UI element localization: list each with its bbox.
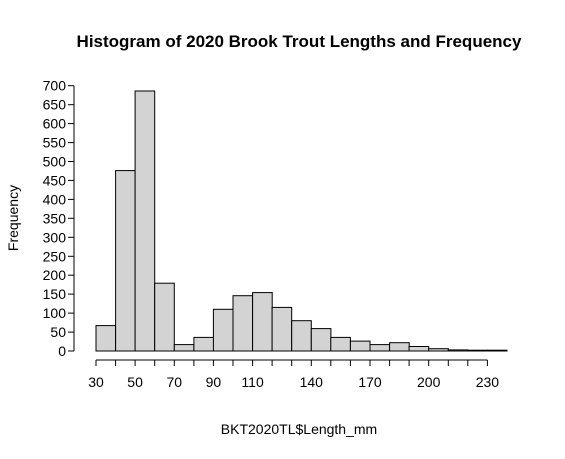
histogram-bar	[252, 292, 273, 352]
x-tick-label: 110	[241, 374, 264, 390]
histogram-bar	[369, 344, 391, 352]
y-tick-label: 250	[43, 248, 67, 264]
x-axis: 30 50 70 90 110 140 170 200 230	[88, 359, 500, 390]
histogram-bar	[467, 349, 488, 352]
x-tick-label: 50	[127, 374, 143, 390]
x-tick-label: 70	[167, 374, 183, 390]
histogram-bar	[173, 344, 195, 352]
chart-title: Histogram of 2020 Brook Trout Lengths an…	[77, 32, 522, 51]
histogram-bar	[310, 328, 332, 352]
histogram-bar	[291, 320, 312, 352]
x-tick-label: 170	[358, 374, 382, 390]
bars-group	[95, 90, 508, 352]
histogram-bar	[95, 325, 117, 352]
x-tick-label: 30	[88, 374, 104, 390]
histogram-bar	[212, 308, 234, 352]
histogram-bar	[389, 342, 410, 352]
y-tick-label: 200	[43, 267, 67, 283]
x-tick-label: 90	[206, 374, 222, 390]
histogram-bar	[428, 348, 449, 352]
y-tick-label: 500	[43, 154, 67, 170]
x-axis-label: BKT2020TL$Length_mm	[221, 421, 377, 437]
y-tick-label: 450	[43, 172, 67, 188]
y-axis-label: Frequency	[5, 185, 21, 251]
histogram-bar	[115, 170, 136, 352]
histogram-bar	[408, 346, 430, 352]
histogram-bar	[193, 336, 214, 352]
histogram-bar	[154, 282, 175, 352]
histogram-bar	[232, 295, 254, 352]
y-tick-label: 600	[43, 116, 67, 132]
y-axis: 0 50 100 150 200 250 300 350 400 450 500 550 600 650 7…	[43, 78, 75, 359]
y-tick-label: 100	[43, 305, 67, 321]
histogram-bar	[134, 90, 156, 352]
y-tick-label: 550	[43, 135, 67, 151]
histogram-bar	[486, 349, 508, 352]
histogram-bar	[271, 306, 293, 352]
histogram-bar	[447, 349, 469, 352]
y-tick-label: 150	[43, 286, 67, 302]
x-tick-label: 200	[417, 374, 441, 390]
y-tick-label: 50	[50, 324, 66, 340]
y-tick-label: 400	[43, 191, 67, 207]
y-tick-label: 300	[43, 229, 67, 245]
histogram-bar	[330, 336, 351, 352]
x-tick-label: 140	[300, 374, 324, 390]
y-tick-label: 650	[43, 97, 67, 113]
y-tick-label: 350	[43, 210, 67, 226]
y-tick-label: 0	[58, 343, 66, 359]
y-tick-label: 700	[43, 78, 67, 94]
x-tick-label: 230	[476, 374, 500, 390]
histogram-bar	[349, 340, 371, 352]
